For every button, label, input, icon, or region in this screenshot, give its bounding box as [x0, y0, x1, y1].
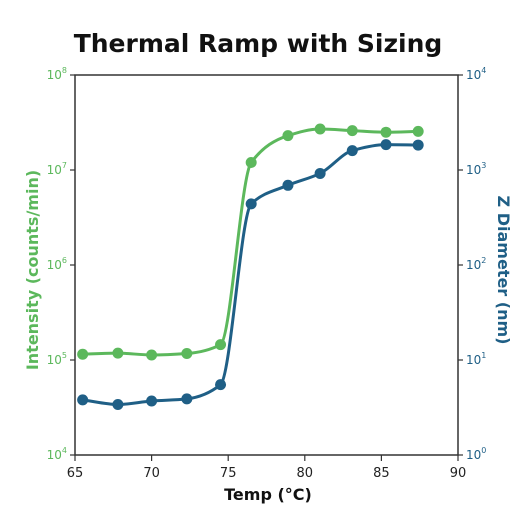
data-point — [412, 139, 424, 151]
right-tick-base: 10 — [466, 258, 481, 272]
right-tick-exponent: 3 — [481, 161, 486, 170]
left-tick-label: 106 — [47, 256, 67, 272]
data-point — [346, 145, 358, 157]
series-right-axis — [77, 139, 424, 411]
x-axis-label: Temp (°C) — [224, 485, 312, 504]
data-point — [380, 139, 392, 151]
right-tick-label: 100 — [466, 446, 486, 462]
data-point — [245, 156, 257, 168]
series-layer — [77, 123, 424, 411]
right-tick-label: 102 — [466, 256, 486, 272]
left-tick-base: 10 — [47, 258, 62, 272]
left-tick-exponent: 8 — [62, 66, 67, 75]
data-point — [181, 348, 193, 360]
x-tick-label: 75 — [220, 466, 237, 481]
data-point — [380, 126, 392, 138]
x-tick-label: 65 — [67, 466, 84, 481]
left-tick-label: 108 — [47, 66, 67, 82]
right-tick-exponent: 4 — [481, 66, 486, 75]
data-point — [314, 167, 326, 179]
x-tick-label: 85 — [373, 466, 390, 481]
data-point — [181, 393, 193, 405]
left-tick-exponent: 5 — [62, 351, 67, 360]
right-tick-label: 101 — [466, 351, 486, 367]
x-tick-label: 80 — [297, 466, 314, 481]
right-tick-label: 104 — [466, 66, 486, 82]
data-point — [282, 130, 294, 142]
data-point — [77, 348, 89, 360]
data-point — [245, 198, 257, 210]
left-tick-base: 10 — [47, 68, 62, 82]
left-tick-base: 10 — [47, 353, 62, 367]
data-point — [112, 347, 124, 359]
chart-title: Thermal Ramp with Sizing — [74, 29, 443, 58]
right-tick-label: 103 — [466, 161, 486, 177]
data-point — [112, 399, 124, 411]
left-tick-base: 10 — [47, 163, 62, 177]
right-tick-base: 10 — [466, 353, 481, 367]
data-point — [146, 349, 158, 361]
right-tick-base: 10 — [466, 163, 481, 177]
data-point — [346, 125, 358, 137]
left-tick-label: 105 — [47, 351, 67, 367]
data-point — [215, 379, 227, 391]
x-tick-label: 90 — [450, 466, 467, 481]
right-tick-base: 10 — [466, 68, 481, 82]
series-line — [82, 127, 419, 357]
right-tick-exponent: 0 — [481, 446, 486, 455]
data-point — [146, 395, 158, 407]
right-tick-exponent: 1 — [481, 351, 486, 360]
left-tick-exponent: 7 — [62, 161, 67, 170]
left-tick-exponent: 6 — [62, 256, 67, 265]
left-tick-label: 107 — [47, 161, 67, 177]
series-line — [82, 143, 419, 407]
data-point — [77, 394, 89, 406]
data-point — [215, 339, 227, 351]
right-axis-label: Z Diameter (nm) — [494, 196, 513, 345]
data-point — [282, 179, 294, 191]
left-tick-exponent: 4 — [62, 446, 67, 455]
right-tick-base: 10 — [466, 448, 481, 462]
x-axis-ticks: 65 70 75 80 85 90 — [67, 455, 467, 481]
left-tick-label: 104 — [47, 446, 67, 462]
x-tick-label: 70 — [143, 466, 160, 481]
data-point — [314, 123, 326, 135]
right-tick-exponent: 2 — [481, 256, 486, 265]
series-left-axis — [77, 123, 424, 361]
left-tick-base: 10 — [47, 448, 62, 462]
data-point — [412, 125, 424, 137]
left-axis-label: Intensity (counts/min) — [23, 170, 42, 370]
